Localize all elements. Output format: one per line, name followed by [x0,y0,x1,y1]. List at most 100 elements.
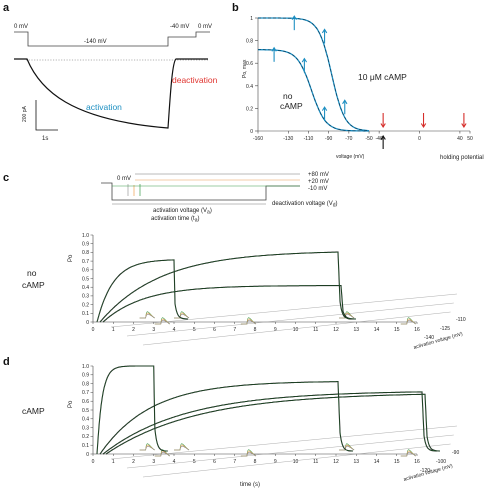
c-x-tick-label: 7 [233,327,236,333]
d-x-tick-label: 15 [394,459,400,465]
d-x-tick-label: 1 [112,459,115,465]
d-plot: 00.10.20.30.40.50.60.70.80.91.00 1 2 3 4 5 6 7 8… [82,364,458,478]
d-deactivation-tail [400,450,416,457]
c-x-tick-label: 9 [274,327,277,333]
b-blue-arrow-head [321,106,328,111]
d-x-tick-label: 13 [353,459,359,465]
b-x-tick-label: 50 [467,136,473,142]
d-y-tick-label: 0.4 [82,417,89,423]
b-curves [258,17,369,132]
d-depth-line [142,443,451,478]
panel-c: c 0 mV +80 mV +20 mV -10 mV activation v… [3,172,466,351]
d-deactivation-tail [139,444,155,451]
panel-a-label: a [3,2,10,14]
c-depth-tick-3: -140 [424,335,434,341]
d-x-tick-label: 9 [274,459,277,465]
b-x-ticks: -160 -130 -110 -90 -70 -50 -40 0 40 50 [253,131,473,142]
d-x-tick-label: 16 [414,459,420,465]
d-depth-tick-2: -100 [436,459,446,465]
c-y-tick-label: 0.9 [82,242,89,248]
c-deactivation-tail [139,312,155,319]
c-depth-tick-2: -125 [440,326,450,332]
d-y-tick-label: 0.6 [82,399,89,405]
d-x-tick-label: 3 [152,459,155,465]
d-y-tick-label: 0.2 [82,434,89,440]
b-y-tick-label: 0.8 [246,39,253,45]
b-curve-series [258,17,369,132]
c-y-tick-label: 0.2 [82,302,89,308]
no-camp-label-1: no [283,91,293,101]
b-y-label: Po, max [242,59,248,78]
c-x-tick-label: 0 [92,327,95,333]
c-condition-1: no [27,268,37,278]
d-depth-line [110,425,458,460]
d-activation-trace [99,381,354,455]
b-red-arrow-head [420,123,427,129]
c-x-tick-label: 10 [293,327,299,333]
c-x-tick-label: 3 [152,327,155,333]
c-y-tick-label: 0.5 [82,276,89,282]
d-activation-trace [105,393,441,455]
holding-potential-label: holding potential [440,155,484,161]
b-curve-series [258,49,369,132]
b-x-tick-label: -90 [325,136,332,142]
c-x-tick-label: 13 [353,327,359,333]
d-y-tick-label: 0.9 [82,373,89,379]
panel-a: a 0 mV -140 mV -40 mV 0 mV activation de… [3,2,218,142]
b-y-ticks: 0 0.2 0.4 0.6 0.8 1 [246,16,258,135]
d-deactivation-tail [139,445,155,451]
d-deactivation-tail [339,445,355,451]
d-x-tick-label: 10 [293,459,299,465]
protocol-c-hold: 0 mV [117,176,131,182]
c-y-tick-label: 0.4 [82,285,89,291]
c-depth-tick-1: -110 [456,317,466,323]
b-holding-arrow-head [380,134,386,140]
c-deactivation-tail [154,319,170,325]
d-x-tick-label: 7 [233,459,236,465]
scale-bar [35,100,58,131]
no-camp-label-2: cAMP [280,101,303,111]
c-condition-2: cAMP [22,280,45,290]
c-x-tick-label: 14 [374,327,380,333]
c-x-tick-label: 1 [112,327,115,333]
b-blue-arrow-head [321,28,328,34]
c-deactivation-tail [139,313,155,319]
c-x-tick-label: 2 [132,327,135,333]
b-curve-fit [258,49,369,132]
b-y-tick-label: 1 [250,16,253,22]
d-y-tick-label: 0.5 [82,408,89,414]
c-x-tick-label: 8 [254,327,257,333]
d-y-tick-label: 0.7 [82,390,89,396]
c-deactivation-tail [240,319,257,325]
camp-label: 10 μM cAMP [358,72,407,82]
d-x-tick-label: 0 [92,459,95,465]
activation-voltage-label: activation voltage (Va) [153,208,212,216]
b-y-tick-label: 0 [250,129,253,135]
c-plot: 00.10.20.30.40.50.60.70.80.91.00 1 2 3 4 5 6 7 8… [82,233,458,346]
c-fit-trace [99,251,354,323]
d-depth-label: activation voltage (mV) [403,463,454,483]
activation-time-label: activation time (ta) [151,216,199,224]
c-y-tick-label: 0 [86,320,89,326]
b-x-label: voltage (mV) [336,154,365,160]
b-arrows [271,15,467,149]
b-x-tick-label: 0 [418,136,421,142]
c-fit-trace [96,259,189,323]
deactivation-voltage-label: deactivation voltage (Vd) [272,201,337,209]
d-deactivation-tail [174,444,190,451]
d-depth-tick-1: -90 [452,450,459,456]
d-x-tick-label: 2 [132,459,135,465]
c-depth-line [110,293,458,328]
c-fit-trace [102,285,357,323]
d-depth-tick-3: -120 [420,468,430,474]
c-deactivation-tail [339,313,355,319]
b-x-tick-label: -70 [345,136,352,142]
panel-b: b 0 0.2 0.4 0.6 0.8 1 -160 -130 -110 -90 -70 -50 -4… [232,2,484,161]
c-x-tick-label: 12 [333,327,339,333]
panel-c-label: c [3,172,9,184]
protocol-step-1: +80 mV [308,172,329,178]
d-y-tick-label: 0.8 [82,381,89,387]
d-x-tick-label: 8 [254,459,257,465]
b-red-arrow-head [380,123,386,129]
